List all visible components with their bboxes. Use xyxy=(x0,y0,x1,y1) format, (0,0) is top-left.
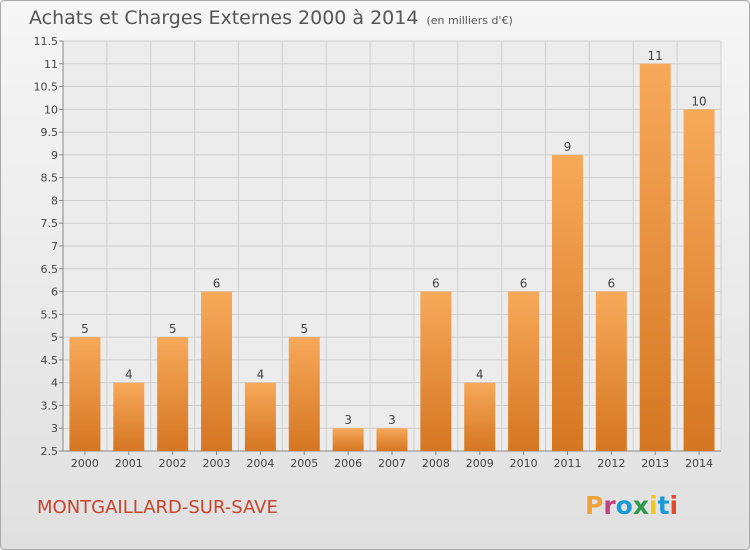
x-tick-label: 2007 xyxy=(378,457,406,470)
x-tick-label: 2004 xyxy=(246,457,274,470)
bar xyxy=(551,154,583,451)
bar-value-label: 3 xyxy=(388,413,396,427)
proxiti-logo[interactable]: Proxiti xyxy=(585,491,678,520)
bar xyxy=(376,428,408,451)
x-tick-label: 2014 xyxy=(685,457,713,470)
x-tick-label: 2002 xyxy=(159,457,187,470)
bar xyxy=(69,337,101,451)
bar-value-label: 4 xyxy=(476,368,484,382)
bar-value-label: 11 xyxy=(648,49,663,63)
x-tick-label: 2010 xyxy=(510,457,538,470)
x-tick-label: 2006 xyxy=(334,457,362,470)
chart-title: Achats et Charges Externes 2000 à 2014 (e… xyxy=(29,7,513,29)
bar-value-label: 10 xyxy=(691,94,706,108)
x-tick-label: 2005 xyxy=(290,457,318,470)
y-tick-label: 11.5 xyxy=(34,35,59,48)
bar-value-label: 5 xyxy=(169,322,177,336)
bar-value-label: 3 xyxy=(344,413,352,427)
bar xyxy=(244,382,276,451)
y-tick-label: 10 xyxy=(44,103,58,116)
logo-letter: x xyxy=(632,491,649,520)
x-tick-label: 2003 xyxy=(203,457,231,470)
x-tick-label: 2008 xyxy=(422,457,450,470)
bar-value-label: 6 xyxy=(608,277,616,291)
bar xyxy=(288,337,320,451)
title-text: Achats et Charges Externes 2000 à 2014 xyxy=(29,7,419,29)
y-tick-label: 4.5 xyxy=(41,354,59,367)
y-tick-label: 2.5 xyxy=(41,445,59,458)
y-tick-label: 3 xyxy=(51,422,58,435)
x-tick-label: 2001 xyxy=(115,457,143,470)
y-tick-label: 5 xyxy=(51,331,58,344)
y-tick-label: 11 xyxy=(44,58,58,71)
bar-value-label: 6 xyxy=(520,277,528,291)
bar xyxy=(508,291,540,451)
bar xyxy=(683,109,715,451)
bar-value-label: 9 xyxy=(564,140,572,154)
bar-value-label: 6 xyxy=(213,277,221,291)
bar xyxy=(420,291,452,451)
logo-letter: P xyxy=(585,491,604,520)
bar xyxy=(113,382,145,451)
bar-value-label: 5 xyxy=(300,322,308,336)
y-tick-label: 7 xyxy=(51,240,58,253)
bar xyxy=(201,291,233,451)
x-tick-label: 2012 xyxy=(597,457,625,470)
y-tick-label: 9.5 xyxy=(41,126,59,139)
x-tick-label: 2013 xyxy=(641,457,669,470)
y-tick-label: 5.5 xyxy=(41,308,59,321)
y-tick-label: 9 xyxy=(51,149,58,162)
x-tick-label: 2000 xyxy=(71,457,99,470)
town-name: MONTGAILLARD-SUR-SAVE xyxy=(37,497,278,518)
y-tick-label: 8.5 xyxy=(41,172,59,185)
y-tick-label: 6 xyxy=(51,286,58,299)
y-tick-label: 4 xyxy=(51,377,58,390)
y-tick-label: 7.5 xyxy=(41,217,59,230)
bar-value-label: 6 xyxy=(432,277,440,291)
logo-letter: i xyxy=(669,491,679,520)
x-tick-label: 2009 xyxy=(466,457,494,470)
bar xyxy=(464,382,496,451)
bar xyxy=(639,63,671,452)
y-tick-label: 6.5 xyxy=(41,263,59,276)
subtitle-text: (en milliers d'€) xyxy=(426,14,513,27)
y-tick-label: 3.5 xyxy=(41,399,59,412)
logo-letter: r xyxy=(603,491,616,520)
bar xyxy=(157,337,189,451)
y-tick-label: 8 xyxy=(51,194,58,207)
bar xyxy=(595,291,627,451)
logo-letter: o xyxy=(615,491,633,520)
bar-value-label: 5 xyxy=(81,322,89,336)
bar xyxy=(332,428,364,451)
y-tick-label: 10.5 xyxy=(34,81,59,94)
bar-value-label: 4 xyxy=(257,368,265,382)
logo-letter: t xyxy=(657,491,670,520)
x-tick-label: 2011 xyxy=(553,457,581,470)
bar-value-label: 4 xyxy=(125,368,133,382)
logo-letter: i xyxy=(649,491,658,520)
